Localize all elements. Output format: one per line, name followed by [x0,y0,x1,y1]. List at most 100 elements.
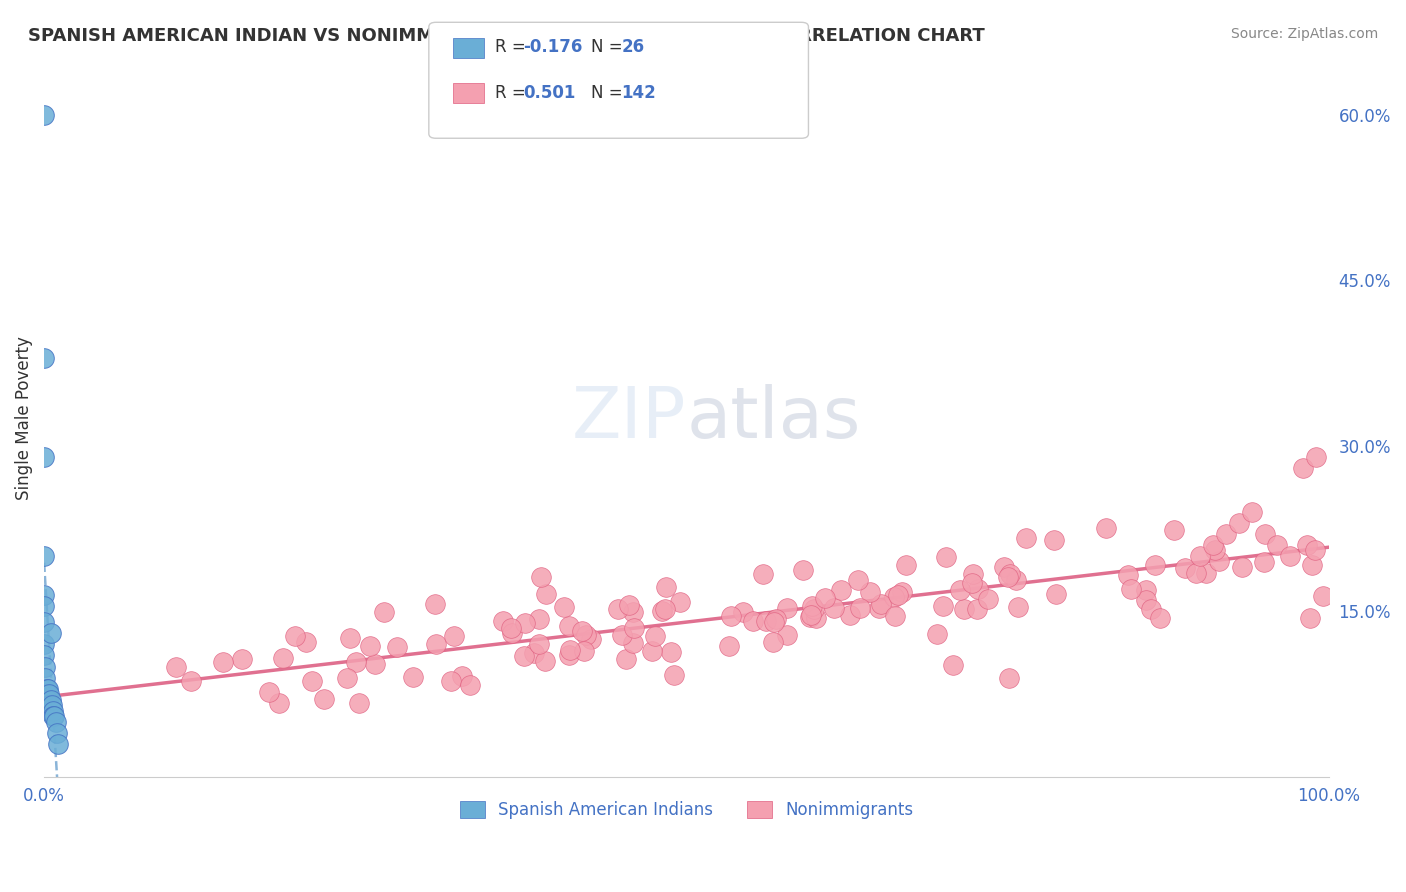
Point [800,607,823,622]
Point [34,659,56,673]
Point [814,591,837,605]
Point [717,639,740,653]
Point [460,678,482,692]
Point [949,583,972,598]
Point [755,614,778,628]
Point [831,582,853,597]
Point [32,615,55,630]
Text: 0.501: 0.501 [523,84,575,102]
Point [1135,583,1157,598]
Point [870,598,893,612]
Point [440,674,463,689]
Point [801,599,824,613]
Point [530,569,553,583]
Point [868,601,890,615]
Point [572,644,595,658]
Point [1295,538,1317,552]
Point [1174,561,1197,575]
Point [1185,566,1208,581]
Point [606,601,628,615]
Point [284,629,307,643]
Text: 142: 142 [621,84,657,102]
Point [644,630,666,644]
Point [1208,553,1230,567]
Point [1194,566,1216,580]
Point [953,602,976,616]
Point [765,612,787,626]
Point [823,601,845,615]
Point [32,599,55,613]
Point [44,709,66,723]
Point [359,639,381,653]
Point [180,673,202,688]
Point [621,636,644,650]
Point [662,668,685,682]
Point [42,709,65,723]
Point [962,566,984,581]
Point [720,608,742,623]
Point [336,671,359,685]
Point [1140,601,1163,615]
Point [373,605,395,619]
Point [1292,461,1315,475]
Point [339,631,361,645]
Point [501,626,523,640]
Point [998,566,1021,581]
Point [993,560,1015,574]
Point [1116,567,1139,582]
Point [849,600,872,615]
Point [942,658,965,673]
Text: R =: R = [495,84,531,102]
Point [575,628,598,642]
Text: SPANISH AMERICAN INDIAN VS NONIMMIGRANTS SINGLE MALE POVERTY CORRELATION CHART: SPANISH AMERICAN INDIAN VS NONIMMIGRANTS… [28,27,984,45]
Point [1121,582,1143,596]
Point [231,652,253,666]
Point [1094,521,1116,535]
Point [614,652,637,666]
Point [32,637,55,651]
Point [1004,573,1026,587]
Point [553,599,575,614]
Point [39,692,62,706]
Point [1135,593,1157,607]
Point [962,575,984,590]
Point [534,654,557,668]
Point [32,648,55,663]
Point [927,627,949,641]
Point [1015,531,1038,545]
Point [451,669,474,683]
Point [799,610,821,624]
Text: N =: N = [591,84,627,102]
Point [1202,538,1225,552]
Point [46,737,69,751]
Point [668,595,690,609]
Point [1253,527,1275,541]
Point [966,602,988,616]
Point [932,599,955,613]
Point [37,681,59,696]
Point [806,611,828,625]
Point [492,614,515,628]
Point [1240,505,1263,519]
Point [998,671,1021,685]
Point [32,351,55,365]
Point [654,602,676,616]
Point [513,648,536,663]
Point [295,635,318,649]
Point [839,608,862,623]
Point [617,599,640,613]
Text: ZIP: ZIP [572,384,686,453]
Point [312,692,335,706]
Point [499,622,522,636]
Text: atlas: atlas [686,384,860,453]
Text: Source: ZipAtlas.com: Source: ZipAtlas.com [1230,27,1378,41]
Point [641,643,664,657]
Point [651,604,673,618]
Point [803,602,825,616]
Point [37,692,59,706]
Point [848,573,870,587]
Point [523,646,546,660]
Point [654,580,676,594]
Point [1303,542,1326,557]
Point [762,635,785,649]
